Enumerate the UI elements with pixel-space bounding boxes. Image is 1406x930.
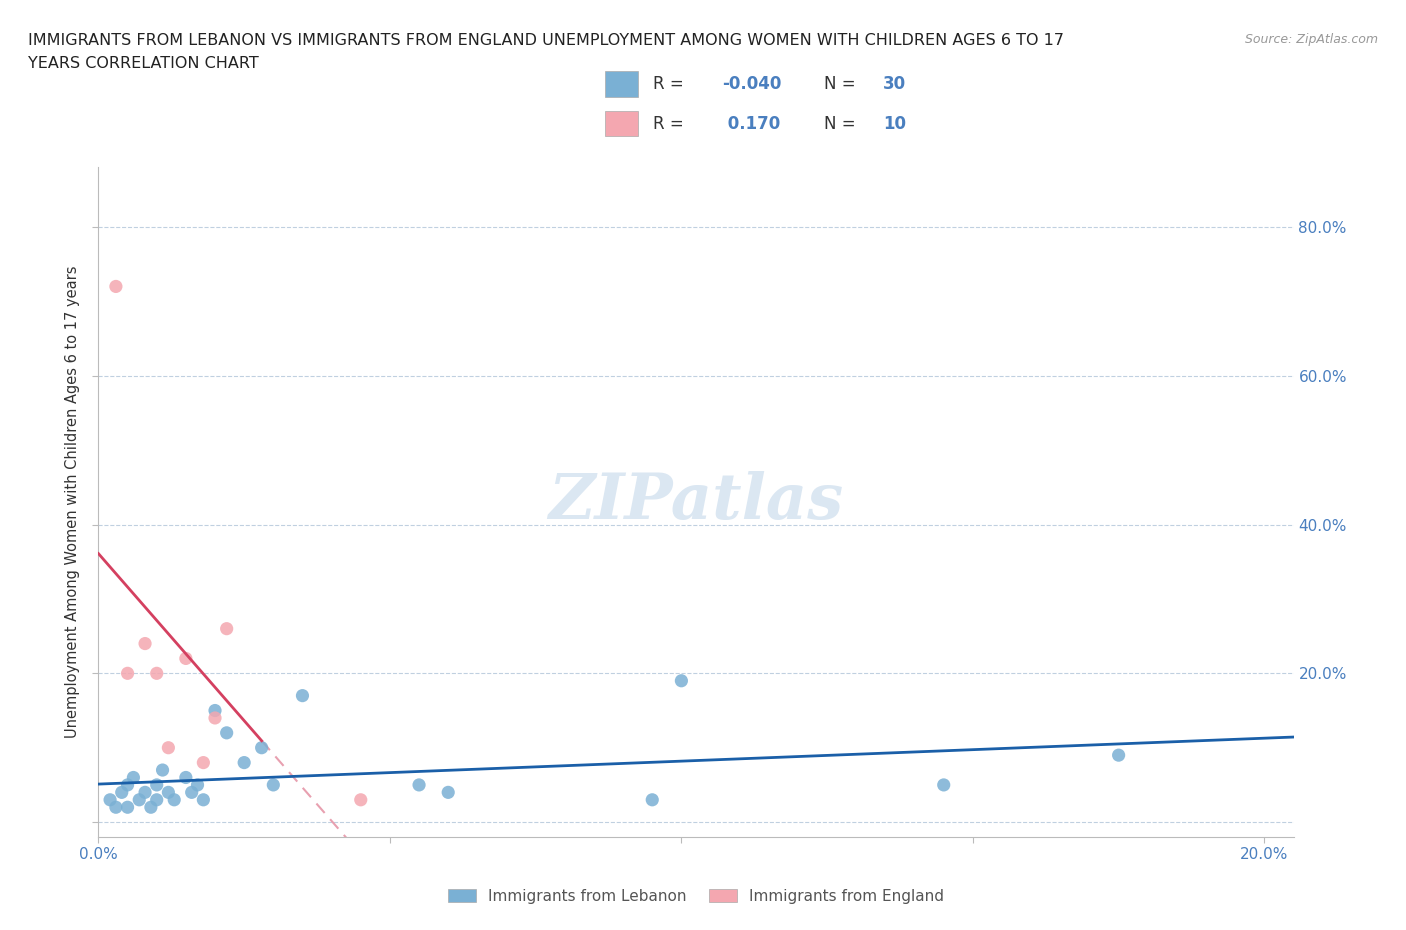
- Text: 30: 30: [883, 75, 905, 93]
- Point: [134, 785, 156, 800]
- Point: [111, 785, 134, 800]
- FancyBboxPatch shape: [605, 72, 638, 97]
- Point: [145, 777, 167, 792]
- Point: [152, 763, 174, 777]
- Point: [186, 777, 208, 792]
- Text: IMMIGRANTS FROM LEBANON VS IMMIGRANTS FROM ENGLAND UNEMPLOYMENT AMONG WOMEN WITH: IMMIGRANTS FROM LEBANON VS IMMIGRANTS FR…: [28, 33, 1064, 47]
- Point: [437, 785, 460, 800]
- Point: [641, 792, 664, 807]
- Point: [163, 792, 186, 807]
- Text: Source: ZipAtlas.com: Source: ZipAtlas.com: [1244, 33, 1378, 46]
- Point: [174, 770, 197, 785]
- Y-axis label: Unemployment Among Women with Children Ages 6 to 17 years: Unemployment Among Women with Children A…: [65, 266, 80, 738]
- Text: N =: N =: [824, 114, 862, 133]
- Point: [145, 792, 167, 807]
- Point: [250, 740, 273, 755]
- Point: [408, 777, 430, 792]
- Point: [145, 666, 167, 681]
- Point: [134, 636, 156, 651]
- Point: [193, 792, 215, 807]
- Point: [204, 703, 226, 718]
- Point: [215, 725, 238, 740]
- Point: [1108, 748, 1130, 763]
- Legend: Immigrants from Lebanon, Immigrants from England: Immigrants from Lebanon, Immigrants from…: [441, 883, 950, 910]
- Point: [932, 777, 955, 792]
- Point: [98, 792, 121, 807]
- Point: [157, 785, 180, 800]
- FancyBboxPatch shape: [605, 111, 638, 137]
- Point: [117, 800, 139, 815]
- Text: 0.170: 0.170: [723, 114, 780, 133]
- Point: [204, 711, 226, 725]
- Point: [174, 651, 197, 666]
- Point: [350, 792, 373, 807]
- Point: [262, 777, 284, 792]
- Point: [117, 777, 139, 792]
- Text: R =: R =: [652, 114, 689, 133]
- Point: [233, 755, 256, 770]
- Text: -0.040: -0.040: [723, 75, 782, 93]
- Point: [157, 740, 180, 755]
- Text: N =: N =: [824, 75, 862, 93]
- Text: YEARS CORRELATION CHART: YEARS CORRELATION CHART: [28, 56, 259, 71]
- Point: [104, 279, 127, 294]
- Point: [180, 785, 202, 800]
- Point: [117, 666, 139, 681]
- Point: [193, 755, 215, 770]
- Text: 10: 10: [883, 114, 905, 133]
- Text: ZIPatlas: ZIPatlas: [548, 472, 844, 533]
- Point: [128, 792, 150, 807]
- Point: [139, 800, 162, 815]
- Point: [671, 673, 693, 688]
- Point: [215, 621, 238, 636]
- Point: [122, 770, 145, 785]
- Point: [291, 688, 314, 703]
- Text: R =: R =: [652, 75, 689, 93]
- Point: [104, 800, 127, 815]
